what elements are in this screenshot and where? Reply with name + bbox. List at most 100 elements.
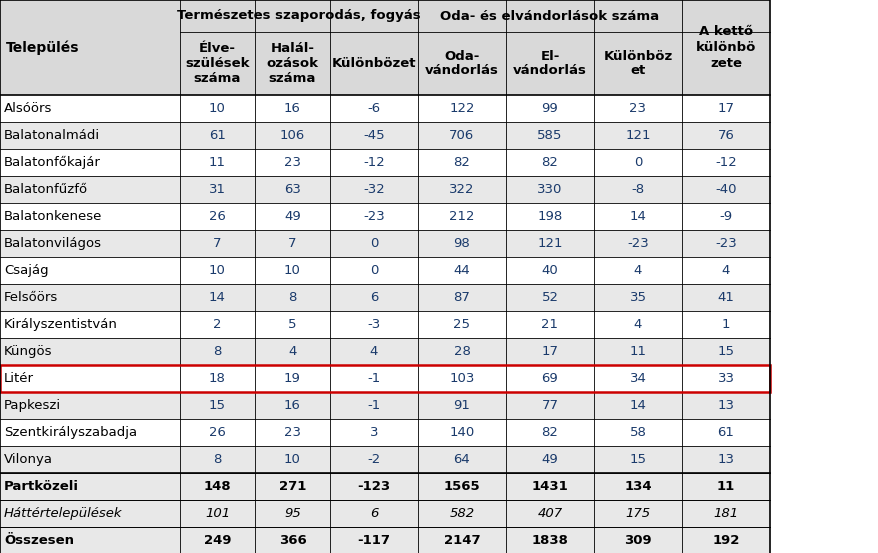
Text: 10: 10 xyxy=(209,102,226,115)
Text: Természetes szaporodás, fogyás: Természetes szaporodás, fogyás xyxy=(177,9,421,23)
Text: 15: 15 xyxy=(629,453,645,466)
Text: 15: 15 xyxy=(716,345,734,358)
Text: 585: 585 xyxy=(536,129,562,142)
Text: 61: 61 xyxy=(209,129,226,142)
Text: -9: -9 xyxy=(718,210,731,223)
Text: 18: 18 xyxy=(209,372,226,385)
Text: El-
vándorlás: El- vándorlás xyxy=(513,50,587,77)
Text: 4: 4 xyxy=(370,345,378,358)
Text: 121: 121 xyxy=(536,237,562,250)
Text: 140: 140 xyxy=(449,426,474,439)
Text: Balatonkenese: Balatonkenese xyxy=(4,210,102,223)
Text: 706: 706 xyxy=(449,129,474,142)
Text: Vilonya: Vilonya xyxy=(4,453,53,466)
Text: 582: 582 xyxy=(449,507,474,520)
Bar xyxy=(0,257,769,284)
Text: 121: 121 xyxy=(624,129,650,142)
Text: 40: 40 xyxy=(541,264,558,277)
Text: -6: -6 xyxy=(367,102,380,115)
Text: 99: 99 xyxy=(541,102,558,115)
Text: Litér: Litér xyxy=(4,372,34,385)
Text: 175: 175 xyxy=(625,507,650,520)
Text: 64: 64 xyxy=(453,453,470,466)
Bar xyxy=(0,365,769,392)
Text: Háttértelepülések: Háttértelepülések xyxy=(4,507,122,520)
Text: 106: 106 xyxy=(279,129,305,142)
Text: 309: 309 xyxy=(623,534,651,547)
Text: -2: -2 xyxy=(367,453,380,466)
Text: 76: 76 xyxy=(716,129,734,142)
Text: -23: -23 xyxy=(626,237,648,250)
Text: 52: 52 xyxy=(541,291,558,304)
Text: 13: 13 xyxy=(716,453,734,466)
Text: 34: 34 xyxy=(629,372,645,385)
Text: 407: 407 xyxy=(536,507,562,520)
Text: -8: -8 xyxy=(630,183,644,196)
Bar xyxy=(0,527,769,553)
Text: 3: 3 xyxy=(370,426,378,439)
Bar xyxy=(0,0,769,95)
Bar xyxy=(0,176,769,203)
Bar xyxy=(0,338,769,365)
Text: 101: 101 xyxy=(205,507,230,520)
Text: 10: 10 xyxy=(284,264,300,277)
Text: 148: 148 xyxy=(204,480,231,493)
Text: -12: -12 xyxy=(363,156,385,169)
Text: 16: 16 xyxy=(284,102,300,115)
Text: -1: -1 xyxy=(367,372,380,385)
Text: Partközeli: Partközeli xyxy=(4,480,79,493)
Text: 1565: 1565 xyxy=(443,480,479,493)
Text: 4: 4 xyxy=(633,264,642,277)
Text: 26: 26 xyxy=(209,210,226,223)
Text: 5: 5 xyxy=(288,318,297,331)
Text: 95: 95 xyxy=(284,507,300,520)
Text: 77: 77 xyxy=(541,399,558,412)
Text: 2147: 2147 xyxy=(443,534,479,547)
Text: 14: 14 xyxy=(629,210,645,223)
Text: -117: -117 xyxy=(357,534,390,547)
Text: Oda- és elvándorlások száma: Oda- és elvándorlások száma xyxy=(440,9,658,23)
Text: 322: 322 xyxy=(449,183,474,196)
Text: 249: 249 xyxy=(204,534,231,547)
Text: A kettő
különbö
zete: A kettő különbö zete xyxy=(695,25,755,70)
Text: -45: -45 xyxy=(363,129,385,142)
Text: -1: -1 xyxy=(367,399,380,412)
Text: 23: 23 xyxy=(284,426,300,439)
Text: Balatonfőkajár: Balatonfőkajár xyxy=(4,156,101,169)
Text: Település: Település xyxy=(6,40,79,55)
Text: 330: 330 xyxy=(536,183,562,196)
Text: 33: 33 xyxy=(716,372,734,385)
Text: 26: 26 xyxy=(209,426,226,439)
Text: 8: 8 xyxy=(213,345,221,358)
Text: Oda-
vándorlás: Oda- vándorlás xyxy=(425,50,499,77)
Bar xyxy=(0,311,769,338)
Text: 4: 4 xyxy=(633,318,642,331)
Bar xyxy=(0,230,769,257)
Text: 17: 17 xyxy=(541,345,558,358)
Text: 31: 31 xyxy=(209,183,226,196)
Text: 16: 16 xyxy=(284,399,300,412)
Bar xyxy=(0,0,769,553)
Text: 44: 44 xyxy=(453,264,470,277)
Text: 15: 15 xyxy=(209,399,226,412)
Text: 0: 0 xyxy=(370,264,378,277)
Text: Alsóörs: Alsóörs xyxy=(4,102,53,115)
Text: Balatonfűzfő: Balatonfűzfő xyxy=(4,183,88,196)
Text: 1: 1 xyxy=(721,318,730,331)
Text: 103: 103 xyxy=(449,372,474,385)
Text: 8: 8 xyxy=(288,291,297,304)
Text: 13: 13 xyxy=(716,399,734,412)
Bar xyxy=(0,500,769,527)
Text: Papkeszi: Papkeszi xyxy=(4,399,61,412)
Text: 63: 63 xyxy=(284,183,300,196)
Text: 1431: 1431 xyxy=(531,480,568,493)
Bar xyxy=(0,203,769,230)
Bar xyxy=(0,392,769,419)
Text: 0: 0 xyxy=(370,237,378,250)
Text: -40: -40 xyxy=(715,183,736,196)
Text: 41: 41 xyxy=(716,291,734,304)
Text: Összesen: Összesen xyxy=(4,534,74,547)
Bar xyxy=(0,122,769,149)
Text: 4: 4 xyxy=(288,345,297,358)
Text: 23: 23 xyxy=(629,102,645,115)
